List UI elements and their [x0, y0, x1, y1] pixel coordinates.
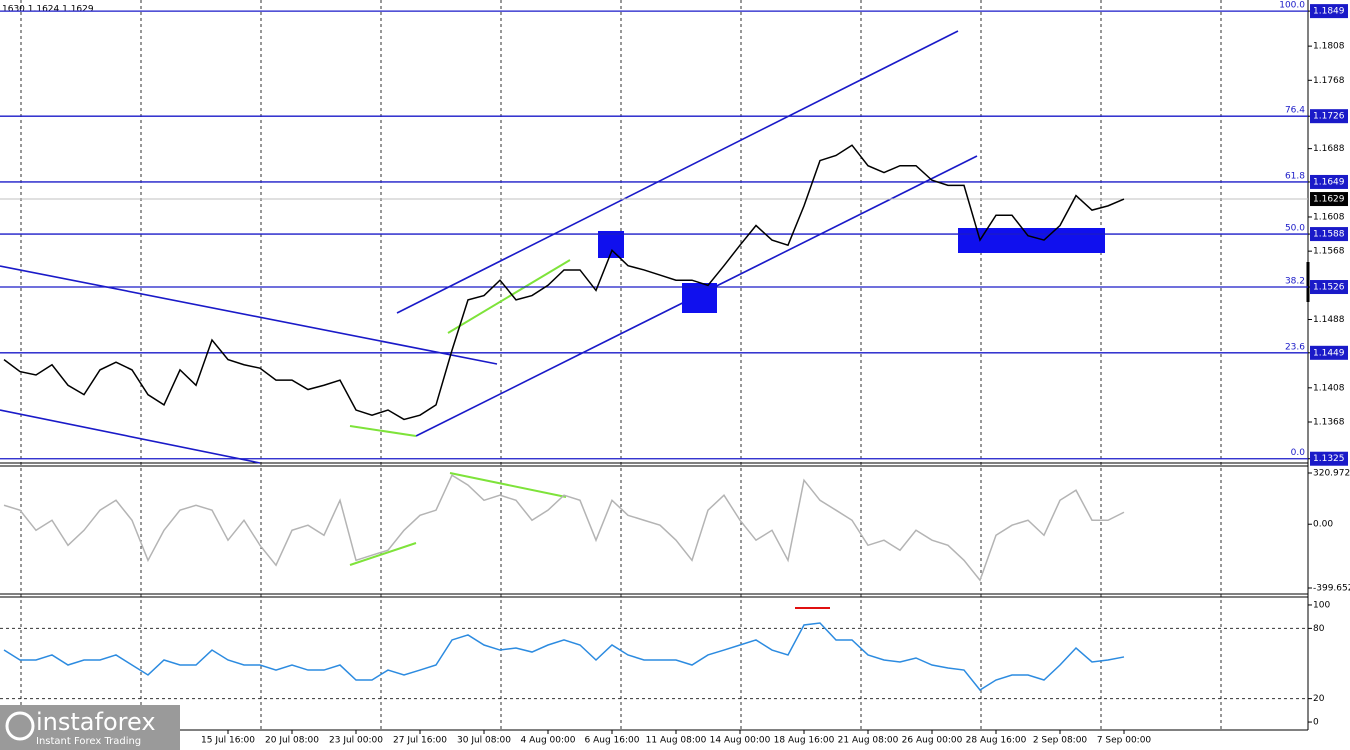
- y-tick-label: 1.1849: [1313, 7, 1345, 17]
- series-line: [3, 144, 1125, 421]
- y-tick-label: 1.1768: [1313, 76, 1345, 86]
- y-tick-label: 1.1368: [1313, 417, 1345, 427]
- zones: [598, 228, 1105, 313]
- x-tick-label: 2 Sep 08:00: [1033, 736, 1088, 746]
- divergence-line: [349, 542, 417, 566]
- series-line: [3, 622, 1125, 691]
- x-tick-label: 30 Jul 08:00: [457, 736, 511, 746]
- time-grid: [20, 0, 1222, 730]
- header: 1630 1.1624 1.1629: [2, 5, 94, 15]
- tick-highlight: [1310, 174, 1348, 189]
- logo-tagline: Instant Forex Trading: [36, 736, 141, 747]
- y-tick-label: 1.1649: [1313, 177, 1345, 187]
- divergence-line: [349, 425, 417, 437]
- y-tick-label: 100: [1313, 600, 1330, 610]
- zone: [958, 228, 1105, 253]
- y-tick-label: 20: [1313, 694, 1325, 704]
- divergence: [349, 259, 571, 566]
- y-tick-label: 1.1568: [1313, 247, 1345, 257]
- x-tick-label: 6 Aug 16:00: [585, 736, 640, 746]
- y-tick-label: 0.00: [1313, 520, 1333, 530]
- logo-box: [0, 705, 180, 750]
- x-tick-label: 18 Aug 16:00: [774, 736, 835, 746]
- y-tick-label: 1.1449: [1313, 348, 1345, 358]
- zone: [682, 283, 717, 313]
- tick-highlight: [1310, 345, 1348, 360]
- down-trend-lower: [0, 409, 261, 464]
- y-tick-label: 0: [1313, 718, 1319, 728]
- x-tick-label: 7 Sep 00:00: [1097, 736, 1152, 746]
- last-price-tag: [1310, 192, 1348, 207]
- x-tick-label: 28 Aug 16:00: [966, 736, 1027, 746]
- fib-label: 61.8: [1285, 171, 1305, 181]
- fib-label: 38.2: [1285, 277, 1305, 287]
- y-tick-label: 1.1488: [1313, 315, 1345, 325]
- y-tick-label: 320.9724: [1313, 469, 1350, 479]
- x-tick-label: 11 Aug 08:00: [646, 736, 707, 746]
- y-tick-label: 1.1408: [1313, 383, 1345, 393]
- y-tick-label: 1.1588: [1313, 230, 1345, 240]
- down-trend-upper: [0, 265, 498, 365]
- fib-label: 0.0: [1291, 448, 1306, 458]
- logo-name: instaforex: [36, 708, 156, 736]
- fib-label: 100.0: [1279, 1, 1305, 11]
- tick-highlight: [1310, 4, 1348, 19]
- y-tick-label: 80: [1313, 624, 1325, 634]
- y-tick-label: 1.1608: [1313, 212, 1345, 222]
- x-tick-label: 14 Aug 00:00: [710, 736, 771, 746]
- x-tick-label: 27 Jul 16:00: [393, 736, 447, 746]
- x-tick-label: 4 Aug 00:00: [521, 736, 576, 746]
- y-tick-label: 1.1808: [1313, 42, 1345, 52]
- fib-label: 76.4: [1285, 106, 1305, 116]
- x-tick-label: 21 Aug 08:00: [838, 736, 899, 746]
- logo-icon: [5, 711, 35, 741]
- x-tick-label: 15 Jul 16:00: [201, 736, 255, 746]
- y-tick-label: 1.1325: [1313, 454, 1345, 464]
- x-tick-label: 23 Jul 00:00: [329, 736, 383, 746]
- series-line: [3, 474, 1125, 582]
- y-tick-label: 1.1526: [1313, 283, 1345, 293]
- tick-highlight: [1310, 451, 1348, 466]
- y-tick-label: -399.652: [1313, 584, 1350, 594]
- x-tick-label: 26 Aug 00:00: [902, 736, 963, 746]
- x-tick-label: 20 Jul 08:00: [265, 736, 319, 746]
- y-tick-label: 1.1688: [1313, 144, 1345, 154]
- last-price-label: 1.1629: [1313, 195, 1345, 205]
- tick-highlight: [1310, 227, 1348, 242]
- y-tick-label: 1.1726: [1313, 112, 1345, 122]
- tick-highlight: [1310, 280, 1348, 295]
- divergence-line: [449, 472, 567, 498]
- channel-upper: [396, 30, 959, 314]
- divergence-line: [447, 259, 571, 334]
- tick-highlight: [1310, 109, 1348, 124]
- fib-label: 50.0: [1285, 224, 1305, 234]
- fib-label: 23.6: [1285, 342, 1305, 352]
